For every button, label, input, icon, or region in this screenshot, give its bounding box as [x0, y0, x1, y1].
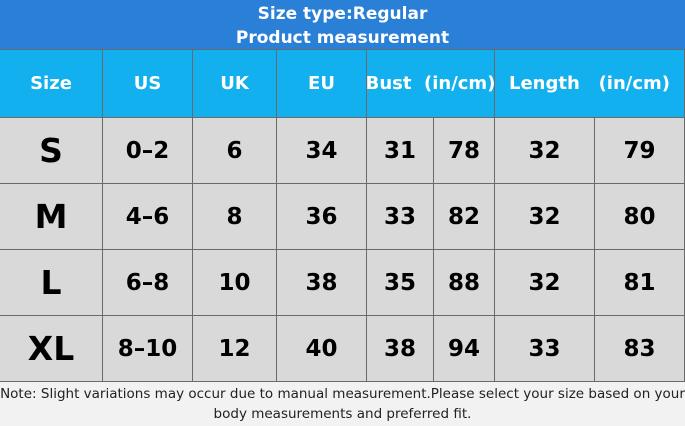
table-cell: 0–2 — [103, 118, 193, 184]
column-header: Length (in/cm) — [495, 50, 685, 118]
table-cell: 33 — [495, 316, 595, 382]
table-cell: 36 — [277, 184, 367, 250]
size-label: XL — [0, 316, 103, 382]
table-cell: 31 — [367, 118, 434, 184]
column-header: UK — [193, 50, 277, 118]
subtitle: Product measurement — [235, 28, 450, 48]
table-cell: 35 — [367, 250, 434, 316]
size-label: L — [0, 250, 103, 316]
table-cell: 78 — [434, 118, 495, 184]
table-cell: 12 — [193, 316, 277, 382]
title: Size type:Regular — [257, 4, 428, 24]
table-cell: 38 — [277, 250, 367, 316]
table-cell: 4–6 — [103, 184, 193, 250]
table-cell: 38 — [367, 316, 434, 382]
title-bar: Size type:Regular Product measurement — [0, 0, 685, 50]
table-cell: 32 — [495, 250, 595, 316]
note: Note: Slight variations may occur due to… — [0, 382, 685, 426]
table-cell: 88 — [434, 250, 495, 316]
table-cell: 82 — [434, 184, 495, 250]
column-header: US — [103, 50, 193, 118]
table-cell: 8 — [193, 184, 277, 250]
table-cell: 94 — [434, 316, 495, 382]
column-header: EU — [277, 50, 367, 118]
table-cell: 6–8 — [103, 250, 193, 316]
table-cell: 8–10 — [103, 316, 193, 382]
table-cell: 32 — [495, 118, 595, 184]
table-cell: 33 — [367, 184, 434, 250]
table-cell: 10 — [193, 250, 277, 316]
table-cell: 81 — [595, 250, 685, 316]
table-cell: 83 — [595, 316, 685, 382]
size-label: S — [0, 118, 103, 184]
table-cell: 34 — [277, 118, 367, 184]
size-label: M — [0, 184, 103, 250]
column-header: Bust (in/cm) — [366, 50, 495, 118]
column-header: Size — [0, 50, 103, 118]
table-cell: 6 — [193, 118, 277, 184]
table-cell: 32 — [495, 184, 595, 250]
table-cell: 80 — [595, 184, 685, 250]
table-cell: 79 — [595, 118, 685, 184]
table-cell: 40 — [277, 316, 367, 382]
